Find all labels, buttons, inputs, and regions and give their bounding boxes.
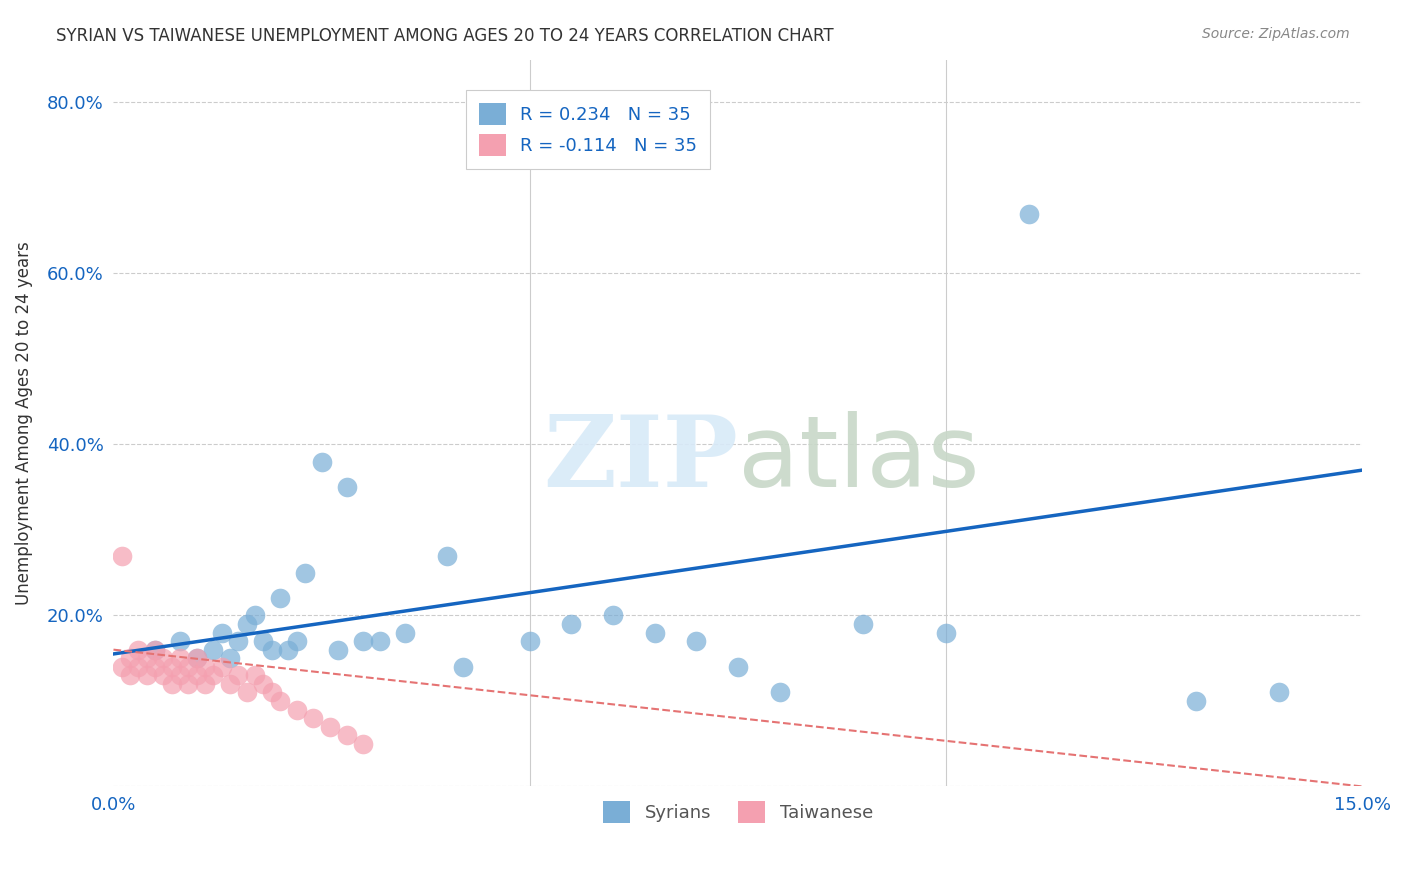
Point	[319, 720, 342, 734]
Point	[727, 659, 749, 673]
Point	[120, 668, 142, 682]
Point	[352, 737, 374, 751]
Point	[111, 659, 134, 673]
Point	[235, 685, 257, 699]
Point	[135, 668, 157, 682]
Point	[243, 668, 266, 682]
Point	[302, 711, 325, 725]
Point	[277, 642, 299, 657]
Point	[328, 642, 350, 657]
Point	[269, 591, 291, 606]
Point	[311, 454, 333, 468]
Point	[111, 549, 134, 563]
Point	[169, 651, 191, 665]
Point	[186, 651, 208, 665]
Text: atlas: atlas	[738, 411, 980, 508]
Point	[194, 677, 217, 691]
Point	[228, 634, 250, 648]
Point	[852, 617, 875, 632]
Point	[152, 651, 174, 665]
Text: ZIP: ZIP	[543, 411, 738, 508]
Point	[768, 685, 790, 699]
Point	[260, 642, 283, 657]
Text: Source: ZipAtlas.com: Source: ZipAtlas.com	[1202, 27, 1350, 41]
Point	[177, 659, 200, 673]
Point	[143, 642, 166, 657]
Legend: Syrians, Taiwanese: Syrians, Taiwanese	[591, 789, 886, 836]
Point	[143, 642, 166, 657]
Point	[602, 608, 624, 623]
Point	[560, 617, 582, 632]
Point	[436, 549, 458, 563]
Point	[519, 634, 541, 648]
Point	[260, 685, 283, 699]
Point	[219, 651, 242, 665]
Point	[169, 668, 191, 682]
Y-axis label: Unemployment Among Ages 20 to 24 years: Unemployment Among Ages 20 to 24 years	[15, 241, 32, 605]
Point	[451, 659, 474, 673]
Point	[336, 480, 359, 494]
Point	[352, 634, 374, 648]
Point	[228, 668, 250, 682]
Point	[285, 634, 308, 648]
Point	[211, 625, 233, 640]
Point	[120, 651, 142, 665]
Point	[177, 677, 200, 691]
Point	[211, 659, 233, 673]
Point	[644, 625, 666, 640]
Point	[1268, 685, 1291, 699]
Point	[252, 677, 274, 691]
Point	[1018, 206, 1040, 220]
Point	[252, 634, 274, 648]
Point	[235, 617, 257, 632]
Point	[169, 634, 191, 648]
Point	[127, 642, 149, 657]
Point	[160, 677, 183, 691]
Point	[243, 608, 266, 623]
Point	[143, 659, 166, 673]
Point	[202, 668, 225, 682]
Point	[135, 651, 157, 665]
Point	[1185, 694, 1208, 708]
Point	[202, 642, 225, 657]
Point	[368, 634, 391, 648]
Point	[269, 694, 291, 708]
Point	[186, 668, 208, 682]
Point	[394, 625, 416, 640]
Point	[685, 634, 707, 648]
Point	[294, 566, 316, 580]
Point	[935, 625, 957, 640]
Point	[194, 659, 217, 673]
Point	[152, 668, 174, 682]
Point	[160, 659, 183, 673]
Point	[336, 728, 359, 742]
Text: SYRIAN VS TAIWANESE UNEMPLOYMENT AMONG AGES 20 TO 24 YEARS CORRELATION CHART: SYRIAN VS TAIWANESE UNEMPLOYMENT AMONG A…	[56, 27, 834, 45]
Point	[219, 677, 242, 691]
Point	[127, 659, 149, 673]
Point	[285, 702, 308, 716]
Point	[186, 651, 208, 665]
